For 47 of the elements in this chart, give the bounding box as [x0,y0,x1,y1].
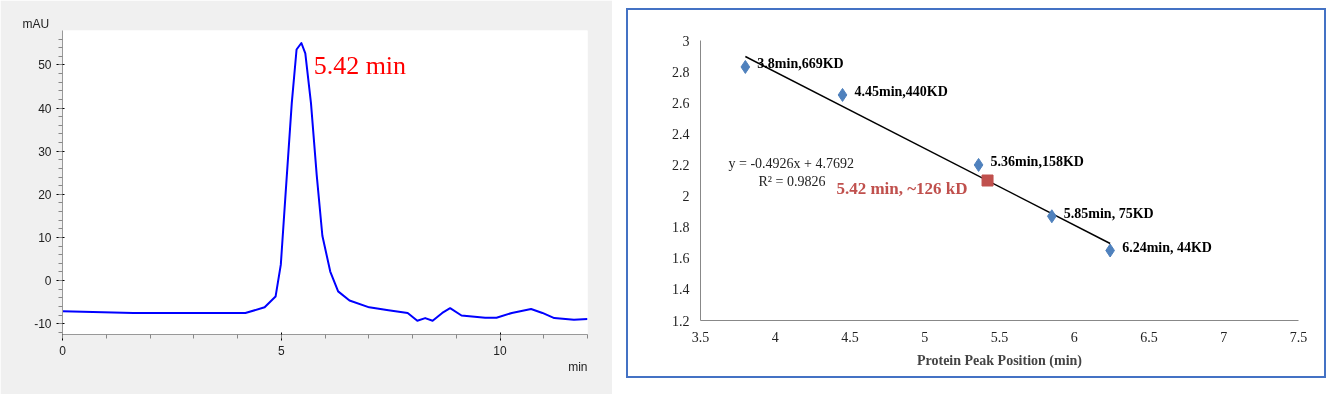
x-tick-label: 5 [921,329,929,345]
y-tick-label: 50 [38,58,52,73]
annotation: R² = 0.9826 [758,173,826,189]
data-label: 6.24min, 44KD [1122,240,1212,255]
point [973,157,984,172]
y-tick-label: 1.8 [672,220,690,236]
y-tick-label: 1.2 [672,313,690,329]
x-tick-label: 10 [493,343,507,358]
data-label: 4.45min,440KD [854,84,948,100]
y-tick-label: 30 [38,144,52,159]
annotation: y = -0.4926x + 4.7692 [728,155,854,171]
y-tick-label: 2.4 [672,126,690,142]
x-tick-label: 4.5 [841,329,859,345]
data-label: 5.85min, 75KD [1063,205,1154,221]
annotation: 5.42 min [313,50,407,80]
y-tick-label: 40 [38,101,52,116]
y-tick-label: 2.2 [672,157,690,173]
x-tick-label: 5.5 [990,329,1009,345]
point [1046,209,1057,224]
x-tick-label: 6.5 [1140,329,1158,345]
x-axis-title: min [568,359,588,374]
x-tick-label: 7 [1220,329,1228,345]
x-tick-label: 5 [277,343,285,358]
y-tick-label: 2.8 [672,64,690,80]
y-tick-label: 10 [38,230,52,245]
x-tick-label: 6 [1070,329,1078,345]
data-label: 3.8min,669KD [757,56,844,72]
x-tick-label: 4 [771,329,779,345]
y-tick-label: -10 [34,317,52,332]
y-axis-title: mAU [22,16,50,31]
data-label: 5.36min,158KD [990,154,1084,170]
x-tick-label: 0 [59,343,67,358]
y-tick-label: 3 [682,33,690,49]
data-label: 5.42 min, ~126 kD [836,179,968,198]
y-tick-label: 1.6 [672,251,690,267]
y-tick-label: 2 [682,189,690,205]
point [981,174,994,187]
y-tick-label: 1.4 [672,282,690,298]
y-tick-label: 2.6 [672,95,690,111]
line-series [62,42,588,322]
y-tick-label: 20 [38,187,52,202]
x-tick-label: 3.5 [691,329,710,345]
x-axis-title: Protein Peak Position (min) [917,352,1083,369]
point [837,87,848,102]
point [740,59,751,74]
y-tick-label: 0 [44,274,52,289]
x-tick-label: 7.5 [1289,329,1308,345]
